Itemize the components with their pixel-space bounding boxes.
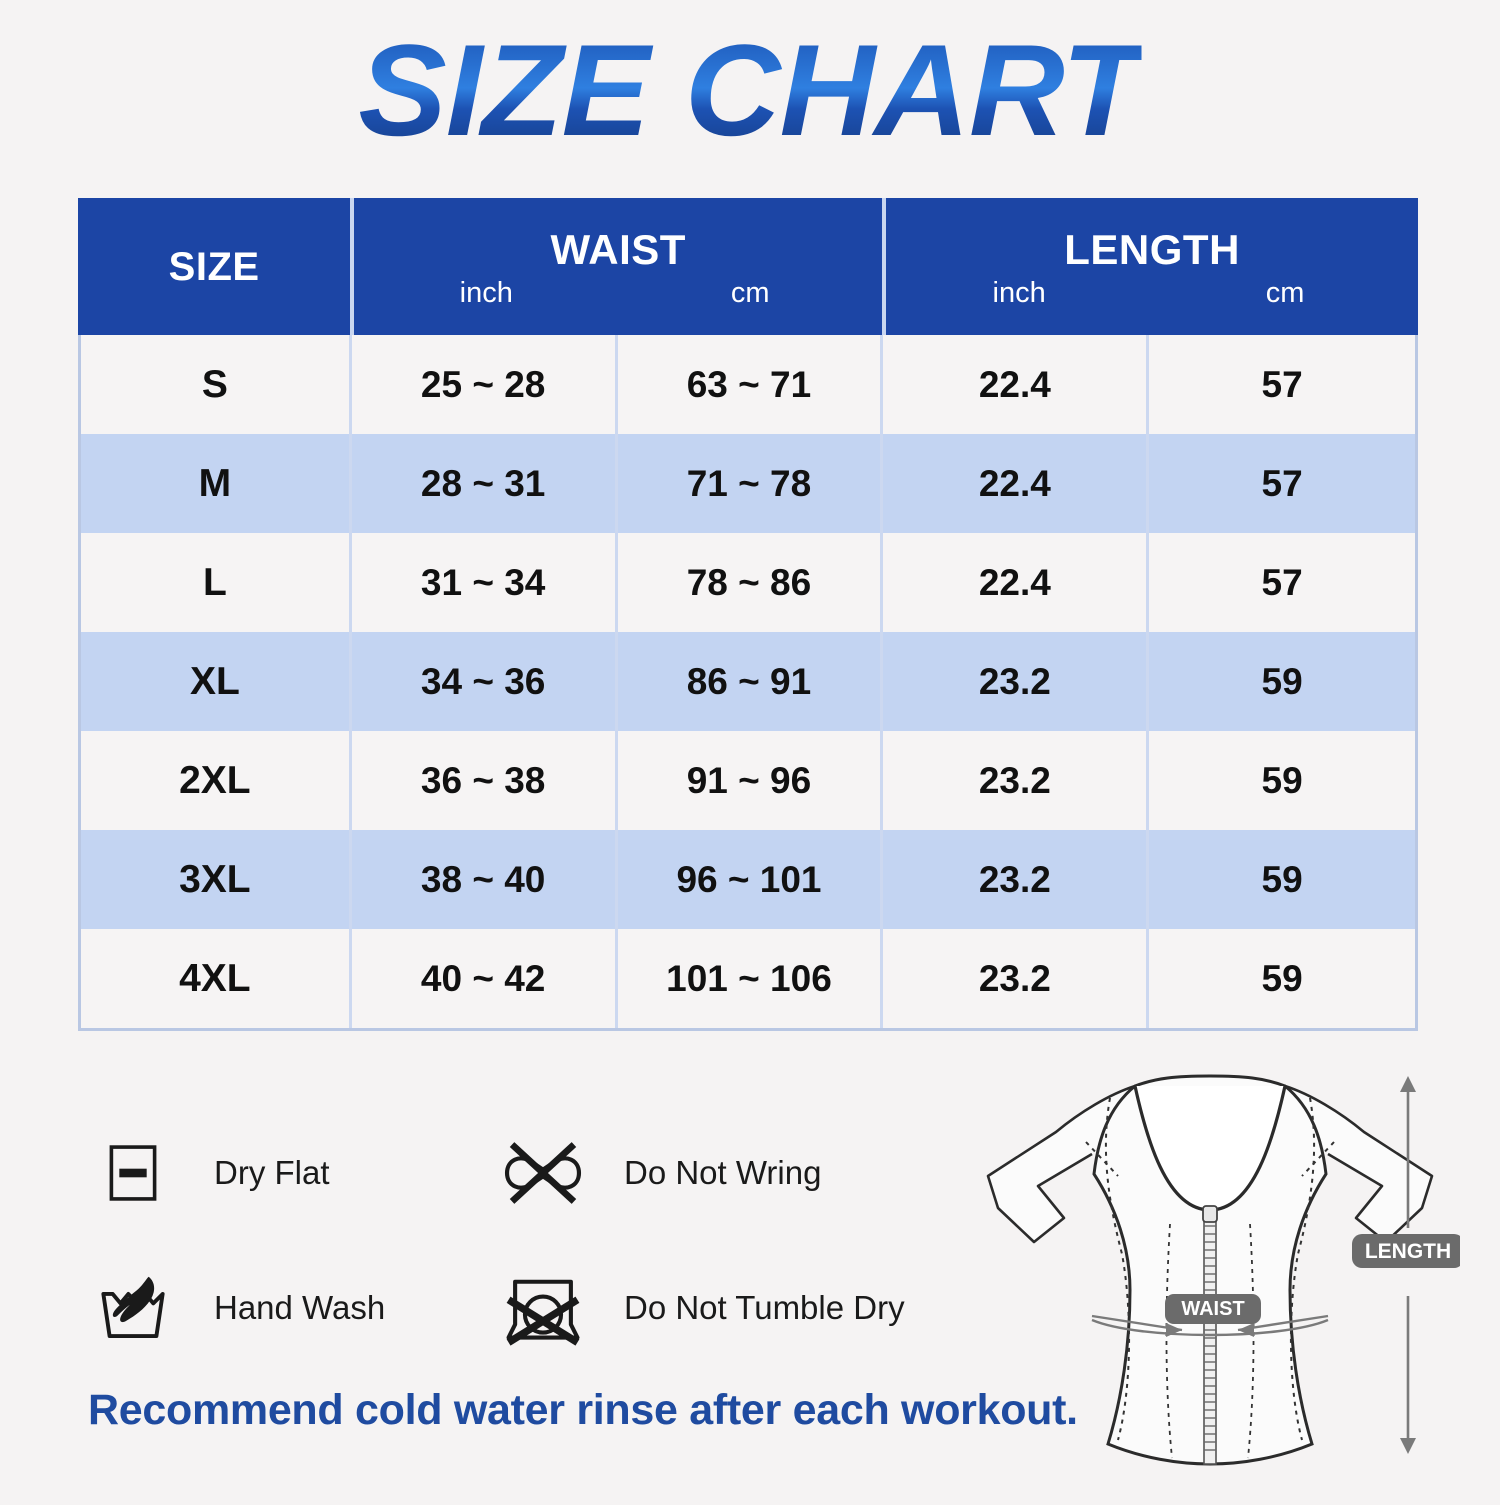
size-chart-table: SIZE WAIST inch cm LENGTH inch cm S 25 ~ … <box>78 198 1418 1031</box>
cell-size: 3XL <box>81 830 352 929</box>
cell-size: M <box>81 434 352 533</box>
cell-waist-cm: 86 ~ 91 <box>618 632 884 731</box>
cell-size: 4XL <box>81 929 352 1028</box>
cell-waist-cm: 101 ~ 106 <box>618 929 884 1028</box>
table-row: M 28 ~ 31 71 ~ 78 22.4 57 <box>81 434 1415 533</box>
care-label-dry-flat: Dry Flat <box>214 1153 330 1191</box>
cell-length-inch: 22.4 <box>883 434 1150 533</box>
column-header-length-label: LENGTH <box>1064 226 1240 273</box>
cell-size: L <box>81 533 352 632</box>
cell-waist-cm: 63 ~ 71 <box>618 335 884 434</box>
cell-waist-inch: 40 ~ 42 <box>352 929 618 1028</box>
cell-size: S <box>81 335 352 434</box>
unit-label-length-cm: cm <box>1265 277 1305 309</box>
unit-label-waist-inch: inch <box>459 277 513 309</box>
table-row: 2XL 36 ~ 38 91 ~ 96 23.2 59 <box>81 731 1415 830</box>
care-item-dry-flat: Dry Flat <box>85 1105 495 1240</box>
cell-waist-inch: 38 ~ 40 <box>352 830 618 929</box>
column-header-length: LENGTH inch cm <box>886 198 1418 335</box>
table-body: S 25 ~ 28 63 ~ 71 22.4 57 M 28 ~ 31 71 ~ 78 22.4… <box>78 335 1418 1031</box>
care-item-hand-wash: Hand Wash <box>85 1240 495 1375</box>
cell-waist-cm: 96 ~ 101 <box>618 830 884 929</box>
cell-waist-cm: 78 ~ 86 <box>618 533 884 632</box>
cell-waist-inch: 28 ~ 31 <box>352 434 618 533</box>
do-not-wring-icon <box>495 1125 590 1220</box>
cell-length-cm: 59 <box>1261 957 1303 999</box>
care-item-do-not-wring: Do Not Wring <box>495 1105 905 1240</box>
care-row-2: Hand Wash Do Not Tumble Dry <box>85 1240 985 1375</box>
cell-length-cm: 57 <box>1261 363 1303 405</box>
cell-waist-inch: 31 ~ 34 <box>352 533 618 632</box>
page-title-container: SIZE CHART <box>0 16 1500 166</box>
care-instructions: Dry Flat Do Not Wring Hand Wash <box>85 1105 985 1375</box>
care-label-do-not-wring: Do Not Wring <box>624 1153 822 1191</box>
table-row: S 25 ~ 28 63 ~ 71 22.4 57 <box>81 335 1415 434</box>
column-header-waist: WAIST inch cm <box>354 198 887 335</box>
dry-flat-icon <box>85 1125 180 1220</box>
table-row: 3XL 38 ~ 40 96 ~ 101 23.2 59 <box>81 830 1415 929</box>
care-item-do-not-tumble-dry: Do Not Tumble Dry <box>495 1240 905 1375</box>
length-badge-label: LENGTH <box>1365 1240 1451 1263</box>
garment-diagram: WAIST LENGTH <box>960 1058 1464 1500</box>
do-not-tumble-dry-icon <box>495 1260 590 1355</box>
cell-length-inch: 23.2 <box>883 830 1150 929</box>
column-header-size: SIZE <box>78 198 355 335</box>
cell-waist-inch: 25 ~ 28 <box>352 335 618 434</box>
cell-waist-inch: 34 ~ 36 <box>352 632 618 731</box>
cell-size: XL <box>81 632 352 731</box>
table-header-row: SIZE WAIST inch cm LENGTH inch cm <box>78 198 1418 335</box>
care-row-1: Dry Flat Do Not Wring <box>85 1105 985 1240</box>
table-row: XL 34 ~ 36 86 ~ 91 23.2 59 <box>81 632 1415 731</box>
page-title: SIZE CHART <box>358 16 1142 166</box>
cell-length-inch: 22.4 <box>883 335 1150 434</box>
cell-length-inch: 23.2 <box>883 929 1150 1028</box>
cell-size: 2XL <box>81 731 352 830</box>
cell-length-cm: 57 <box>1261 462 1303 504</box>
table-row: 4XL 40 ~ 42 101 ~ 106 23.2 59 <box>81 929 1415 1028</box>
care-note: Recommend cold water rinse after each wo… <box>88 1386 1078 1434</box>
cell-waist-cm: 91 ~ 96 <box>618 731 884 830</box>
cell-length-inch: 23.2 <box>883 731 1150 830</box>
unit-label-length-inch: inch <box>992 277 1046 309</box>
cell-length-inch: 23.2 <box>883 632 1150 731</box>
waist-badge-label: WAIST <box>1181 1298 1244 1320</box>
column-header-size-label: SIZE <box>168 244 260 289</box>
cell-waist-inch: 36 ~ 38 <box>352 731 618 830</box>
cell-length-cm: 59 <box>1261 759 1303 801</box>
cell-waist-cm: 71 ~ 78 <box>618 434 884 533</box>
unit-label-waist-cm: cm <box>730 277 770 309</box>
cell-length-inch: 22.4 <box>883 533 1150 632</box>
cell-length-cm: 59 <box>1261 858 1303 900</box>
table-row: L 31 ~ 34 78 ~ 86 22.4 57 <box>81 533 1415 632</box>
hand-wash-icon <box>85 1260 180 1355</box>
cell-length-cm: 57 <box>1261 561 1303 603</box>
care-label-hand-wash: Hand Wash <box>214 1288 386 1326</box>
cell-length-cm: 59 <box>1261 660 1303 702</box>
care-label-do-not-tumble-dry: Do Not Tumble Dry <box>624 1288 905 1326</box>
column-header-waist-label: WAIST <box>550 226 686 273</box>
